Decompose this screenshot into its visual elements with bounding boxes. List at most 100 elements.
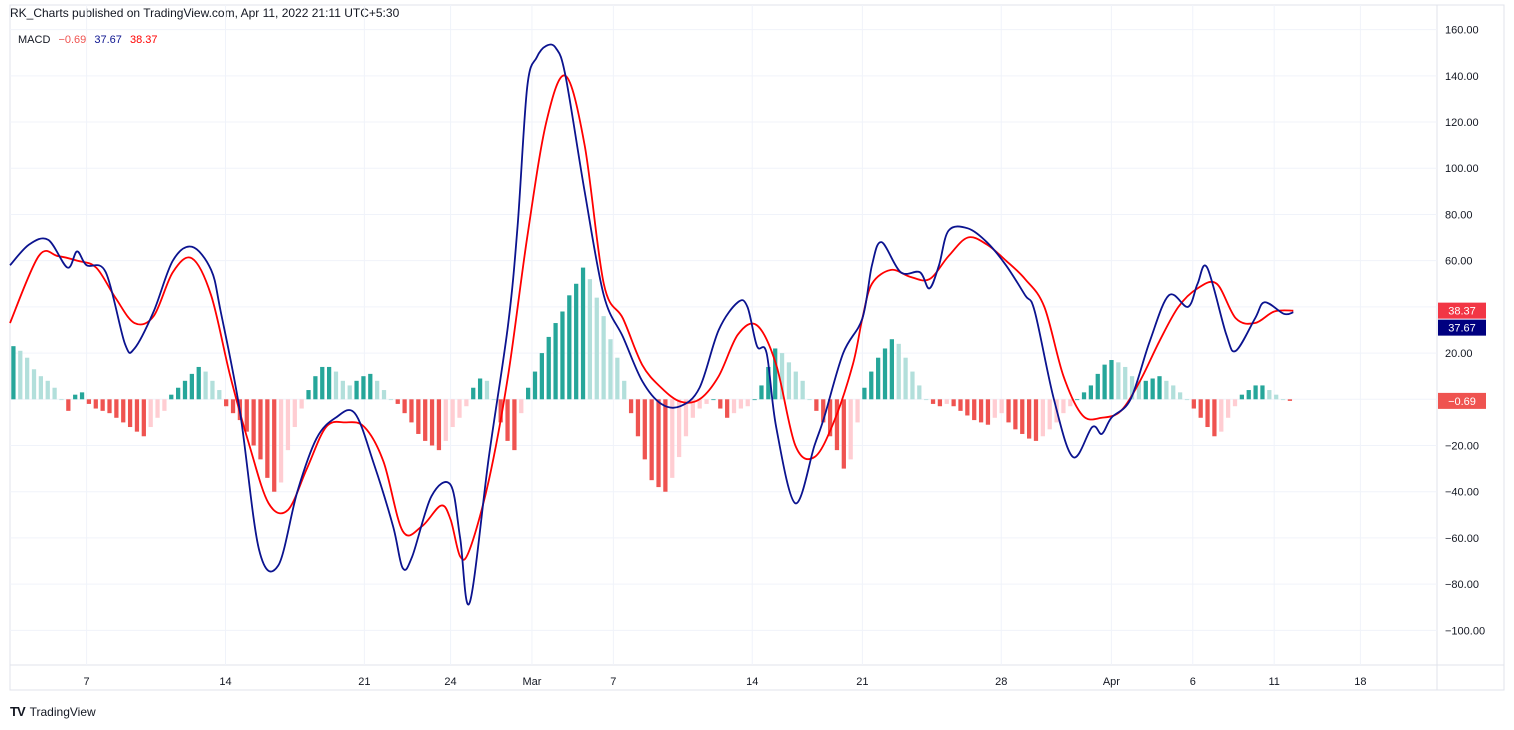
value-badge-label: −0.69 xyxy=(1448,396,1476,408)
x-tick-label: 7 xyxy=(84,676,90,688)
histogram-bar xyxy=(1239,394,1244,400)
histogram-bar xyxy=(127,399,133,428)
histogram-bar xyxy=(876,357,881,400)
histogram-bar xyxy=(814,399,819,411)
histogram-bar xyxy=(594,297,599,400)
histogram-bar xyxy=(491,399,496,401)
histogram-bar xyxy=(1164,380,1169,400)
histogram-bar xyxy=(31,369,37,400)
value-badge-label: 37.67 xyxy=(1448,323,1476,335)
histogram-bar xyxy=(567,295,572,400)
histogram-bar xyxy=(869,371,874,400)
histogram-bar xyxy=(244,399,249,432)
histogram-bar xyxy=(889,339,894,400)
y-tick-label: 140.00 xyxy=(1445,71,1479,83)
histogram-bar xyxy=(73,394,78,400)
histogram-bar xyxy=(1136,380,1142,400)
tradingview-logo-icon: TV xyxy=(10,704,26,719)
histogram-bar xyxy=(313,376,318,400)
histogram-bar xyxy=(155,399,160,418)
x-tick-label: 18 xyxy=(1354,676,1366,688)
histogram-bar xyxy=(649,399,654,481)
histogram-bar xyxy=(1013,399,1018,430)
histogram-bar xyxy=(25,357,30,400)
histogram-bar xyxy=(512,399,517,451)
x-tick-label: 11 xyxy=(1268,676,1279,688)
histogram-bar xyxy=(532,371,538,400)
histogram-bar xyxy=(1274,394,1279,400)
histogram-bar xyxy=(1040,399,1045,437)
histogram-bar xyxy=(141,399,146,437)
histogram-bar xyxy=(1020,399,1025,434)
histogram-bar xyxy=(251,399,256,446)
histogram-bar xyxy=(1088,385,1094,400)
histogram-bar xyxy=(93,399,98,409)
x-tick-label: 28 xyxy=(995,676,1007,688)
histogram-bar xyxy=(416,399,421,434)
histogram-bar xyxy=(539,353,544,400)
histogram-bar xyxy=(217,390,222,400)
histogram-bar xyxy=(121,399,126,423)
y-tick-label: −100.00 xyxy=(1445,625,1485,637)
histogram-bar xyxy=(450,399,455,428)
histogram-bar xyxy=(340,380,345,400)
y-tick-label: 60.00 xyxy=(1445,256,1473,268)
legend-macd-value: 37.67 xyxy=(94,34,122,46)
histogram-bar xyxy=(66,399,71,411)
histogram-bar xyxy=(690,399,695,418)
histogram-bar xyxy=(265,399,270,478)
histogram-bar xyxy=(1246,390,1251,400)
histogram-bar xyxy=(745,399,750,407)
histogram-bar xyxy=(999,399,1004,414)
histogram-bar xyxy=(457,399,462,418)
histogram-bar xyxy=(786,362,792,400)
tradingview-footer[interactable]: TV TradingView xyxy=(10,704,96,719)
x-tick-label: 14 xyxy=(746,676,758,688)
histogram-bar xyxy=(388,399,394,401)
histogram-bar xyxy=(683,399,689,437)
histogram-bar xyxy=(354,380,359,400)
histogram-bar xyxy=(580,267,586,400)
x-tick-label: 7 xyxy=(610,676,616,688)
y-tick-label: 80.00 xyxy=(1445,209,1473,221)
histogram-bar xyxy=(656,399,661,488)
histogram-bar xyxy=(134,399,140,432)
histogram-bar xyxy=(1102,364,1107,400)
histogram-bar xyxy=(587,279,593,400)
indicator-legend[interactable]: MACD −0.69 37.67 38.37 xyxy=(18,34,162,46)
signal-line xyxy=(9,74,1294,561)
histogram-bar xyxy=(79,392,85,400)
legend-name: MACD xyxy=(18,34,51,46)
histogram-bar xyxy=(11,346,16,400)
histogram-bar xyxy=(827,399,833,437)
footer-brand: TradingView xyxy=(29,704,96,719)
histogram-bar xyxy=(230,399,236,414)
histogram-bar xyxy=(958,399,963,411)
histogram-bar xyxy=(361,376,366,400)
histogram-bar xyxy=(1047,399,1052,430)
histogram-bar xyxy=(965,399,970,416)
histogram-bar xyxy=(779,353,785,400)
histogram-bar xyxy=(1205,399,1210,428)
value-badge-label: 38.37 xyxy=(1448,306,1476,318)
histogram-bar xyxy=(1150,378,1155,400)
y-tick-label: −40.00 xyxy=(1445,487,1479,499)
published-header: RK_Charts published on TradingView.com, … xyxy=(10,6,400,20)
histogram-bar xyxy=(1253,385,1258,400)
y-tick-label: −20.00 xyxy=(1445,441,1479,453)
histogram-bar xyxy=(182,380,188,400)
histogram-bar xyxy=(423,399,428,441)
histogram-bar xyxy=(553,323,558,400)
histogram-bar xyxy=(855,399,860,423)
histogram-bar xyxy=(471,387,476,400)
histogram-bar xyxy=(917,385,922,400)
histogram-bar xyxy=(519,399,524,414)
histogram-bar xyxy=(1006,399,1011,423)
histogram-bar xyxy=(443,399,448,441)
histogram-bar xyxy=(148,399,153,428)
chart-frame xyxy=(9,4,1505,691)
histogram-bar xyxy=(1123,366,1128,400)
y-tick-label: −80.00 xyxy=(1445,579,1479,591)
legend-hist-value: −0.69 xyxy=(58,34,87,46)
